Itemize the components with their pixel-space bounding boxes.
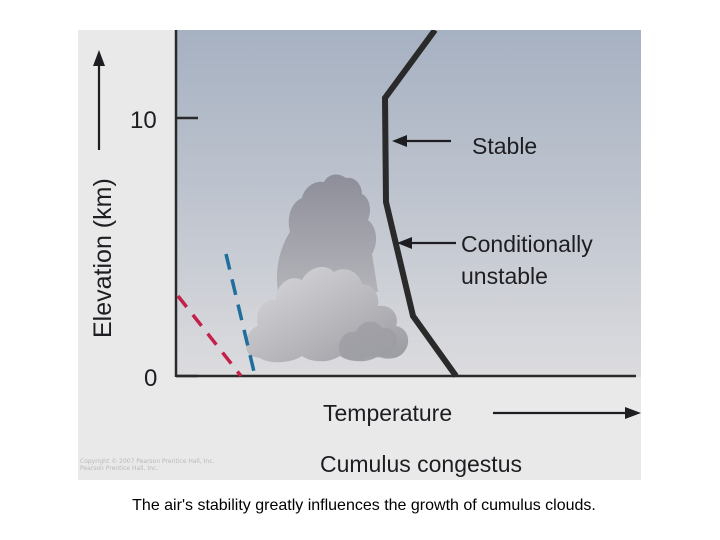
y-axis-arrow-head (93, 50, 105, 66)
credit-line-2: Pearson Prentice Hall, Inc. (80, 465, 159, 472)
y-tick-label-10: 10 (130, 107, 157, 134)
copyright-credit: Copyright © 2007 Pearson Prentice Hall, … (80, 458, 214, 472)
dry-adiabat-line (176, 294, 243, 378)
moist-adiabat-line (224, 253, 257, 377)
conditional-pointer-head (397, 237, 412, 249)
cloud-type-label: Cumulus congestus (320, 451, 522, 477)
diagram-figure: 10 0 Elevation (km) Stable Conditionally… (78, 30, 641, 480)
cumulus-cloud (245, 174, 409, 363)
environmental-profile-line (381, 30, 459, 378)
y-tick-label-0: 0 (144, 365, 157, 392)
x-axis-arrow-head (625, 407, 641, 419)
x-axis-label: Temperature (323, 400, 452, 426)
sky-background (175, 30, 641, 377)
stable-pointer-head (392, 135, 407, 147)
conditional-label-line1: Conditionally (461, 231, 593, 257)
y-axis-label: Elevation (km) (89, 178, 117, 338)
figure-caption: The air's stability greatly influences t… (132, 497, 596, 514)
cloud-back-tower (276, 174, 378, 292)
cloud-shadow-lobe (338, 321, 398, 361)
conditional-label-line2: unstable (461, 263, 548, 289)
credit-line-1: Copyright © 2007 Pearson Prentice Hall, … (80, 458, 215, 465)
stable-label: Stable (472, 133, 537, 159)
diagram-canvas: 10 0 Elevation (km) Stable Conditionally… (89, 30, 641, 477)
